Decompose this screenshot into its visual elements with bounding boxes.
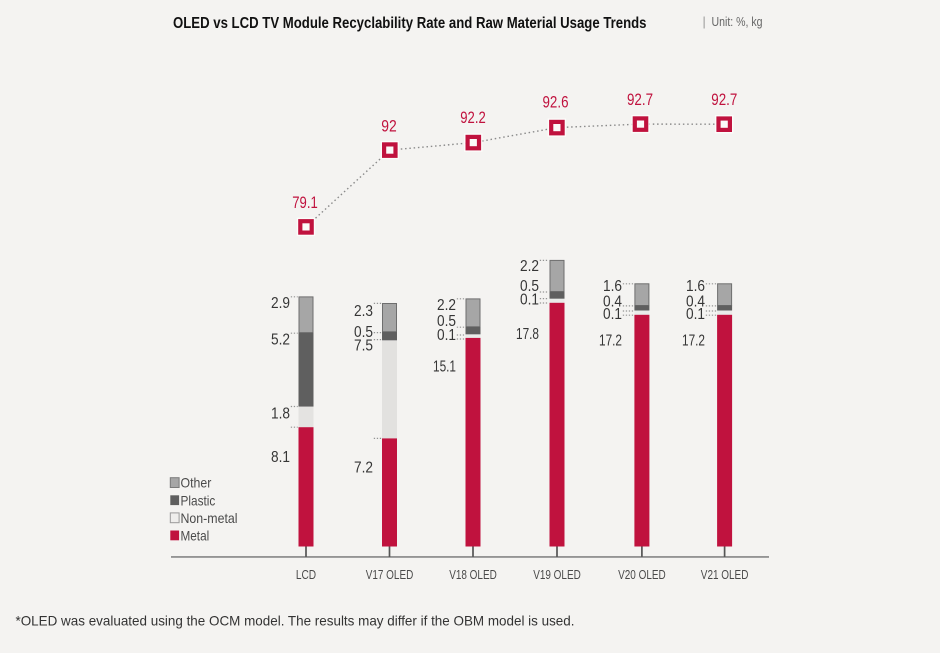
svg-text:92.7: 92.7: [627, 90, 653, 109]
svg-text:OLED vs LCD TV Module Recyclab: OLED vs LCD TV Module Recyclability Rate…: [173, 15, 647, 32]
svg-text:Unit: %, kg: Unit: %, kg: [712, 15, 763, 29]
svg-text:Non-metal: Non-metal: [181, 510, 238, 526]
svg-text:0.5: 0.5: [437, 313, 456, 330]
svg-text:15.1: 15.1: [433, 358, 456, 375]
svg-text:V20 OLED: V20 OLED: [618, 567, 666, 582]
svg-text:17.2: 17.2: [599, 333, 622, 350]
svg-text:0.1: 0.1: [437, 327, 456, 344]
svg-text:79.1: 79.1: [292, 193, 318, 212]
svg-text:7.2: 7.2: [354, 459, 373, 476]
svg-text:8.1: 8.1: [271, 449, 290, 466]
svg-text:92: 92: [381, 116, 397, 135]
svg-text:V18 OLED: V18 OLED: [449, 567, 497, 582]
svg-text:0.5: 0.5: [520, 278, 539, 295]
svg-text:|: |: [703, 15, 706, 29]
svg-text:0.4: 0.4: [686, 294, 705, 311]
svg-text:92.7: 92.7: [711, 90, 737, 109]
svg-text:Other: Other: [181, 475, 212, 491]
svg-text:V21 OLED: V21 OLED: [701, 567, 749, 582]
svg-text:0.1: 0.1: [686, 306, 705, 323]
svg-text:2.2: 2.2: [437, 297, 456, 314]
svg-text:V19 OLED: V19 OLED: [533, 567, 581, 582]
svg-text:17.2: 17.2: [682, 333, 705, 350]
svg-text:2.9: 2.9: [271, 295, 290, 312]
svg-text:1.8: 1.8: [271, 406, 290, 423]
svg-text:2.3: 2.3: [354, 303, 373, 320]
svg-text:Plastic: Plastic: [181, 492, 216, 508]
svg-text:92.6: 92.6: [543, 93, 569, 112]
svg-text:0.5: 0.5: [354, 324, 373, 341]
svg-text:*OLED was evaluated using the: *OLED was evaluated using the OCM model.…: [16, 613, 575, 629]
svg-text:1.6: 1.6: [686, 278, 705, 295]
svg-text:0.1: 0.1: [603, 306, 622, 323]
svg-text:1.6: 1.6: [603, 278, 622, 295]
svg-text:17.8: 17.8: [516, 326, 539, 343]
svg-text:2.2: 2.2: [520, 258, 539, 275]
svg-text:5.2: 5.2: [271, 331, 290, 348]
svg-text:LCD: LCD: [296, 567, 316, 582]
svg-text:V17 OLED: V17 OLED: [366, 567, 414, 582]
svg-text:Metal: Metal: [181, 528, 210, 544]
svg-text:0.1: 0.1: [520, 292, 539, 309]
svg-text:0.4: 0.4: [603, 294, 622, 311]
svg-text:7.5: 7.5: [354, 337, 373, 354]
svg-text:92.2: 92.2: [460, 108, 486, 127]
